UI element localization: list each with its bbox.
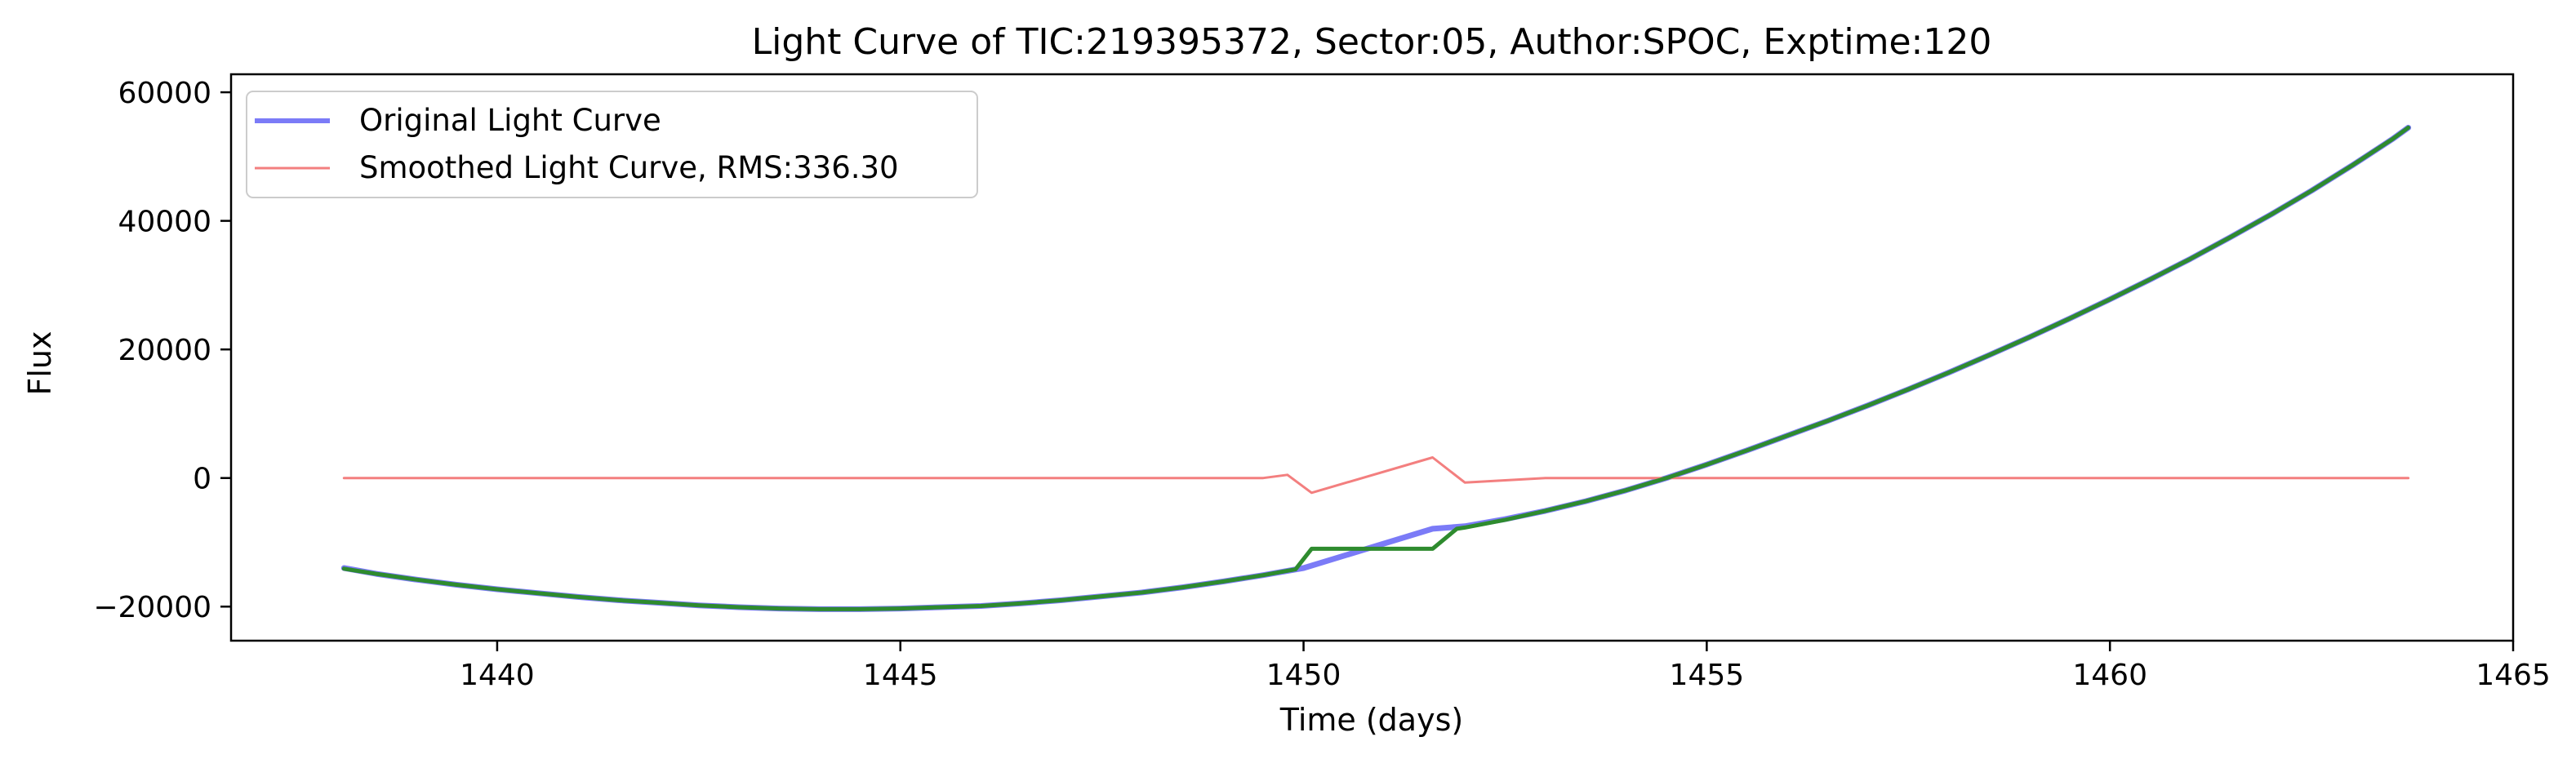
x-tick-label: 1465 xyxy=(2476,659,2551,692)
x-tick-label: 1440 xyxy=(460,659,535,692)
x-axis-label: Time (days) xyxy=(1279,702,1463,738)
x-axis: 1440 1445 1450 1455 1460 1465 xyxy=(460,641,2551,692)
series-layer xyxy=(340,124,2412,612)
x-tick-label: 1450 xyxy=(1266,659,1341,692)
x-tick-label: 1455 xyxy=(1670,659,1745,692)
series-line-smoothed xyxy=(342,456,2410,495)
y-tick-label: 40000 xyxy=(118,206,211,239)
y-axis: −20000 0 20000 40000 60000 xyxy=(93,77,231,624)
y-tick-label: 20000 xyxy=(118,334,211,367)
y-tick-label: −20000 xyxy=(93,591,211,624)
legend: Original Light Curve Smoothed Light Curv… xyxy=(246,91,978,198)
y-axis-label: Flux xyxy=(22,331,58,396)
legend-label-original: Original Light Curve xyxy=(359,103,661,138)
x-tick-label: 1460 xyxy=(2072,659,2147,692)
x-tick-label: 1445 xyxy=(863,659,938,692)
series-line-original xyxy=(340,124,2412,612)
chart-title: Light Curve of TIC:219395372, Sector:05,… xyxy=(752,21,1992,63)
plot-frame xyxy=(229,73,2515,642)
y-tick-label: 0 xyxy=(193,463,211,496)
legend-label-smoothed: Smoothed Light Curve, RMS:336.30 xyxy=(359,150,899,185)
legend-box xyxy=(246,91,978,198)
series-line-fit xyxy=(341,125,2411,611)
y-tick-label: 60000 xyxy=(118,77,211,110)
